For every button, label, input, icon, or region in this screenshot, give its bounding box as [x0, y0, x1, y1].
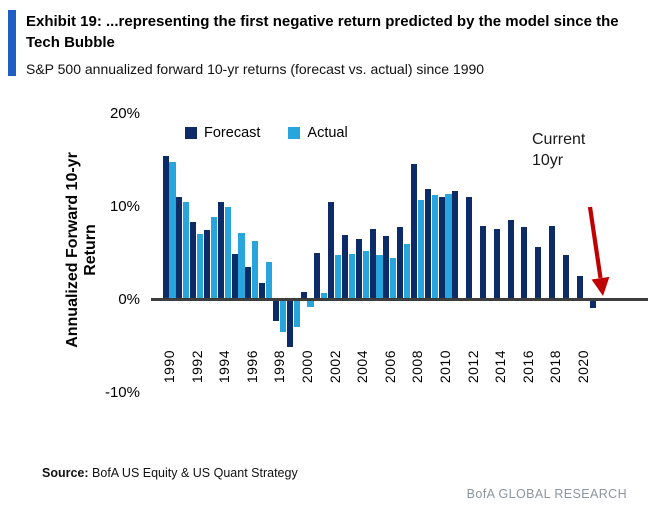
y-tick-0: 0%: [118, 291, 140, 308]
legend-item-forecast: Forecast: [185, 125, 260, 141]
y-axis-label-line1: Annualized Forward 10-yr: [64, 152, 81, 348]
x-tick-2008: 2008: [409, 350, 426, 384]
bar-forecast-2005: [369, 229, 376, 300]
x-tick-2016: 2016: [519, 350, 536, 384]
bar-forecast-2007: [397, 227, 404, 300]
bar-actual-1997: [266, 261, 273, 300]
x-tick-2012: 2012: [464, 350, 481, 384]
bar-forecast-2016: [521, 226, 528, 300]
x-tick-1996: 1996: [243, 350, 260, 384]
x-tick-1998: 1998: [271, 350, 288, 384]
bar-forecast-2012: [466, 196, 473, 300]
bar-forecast-2000: [300, 291, 307, 300]
x-tick-1990: 1990: [161, 350, 178, 384]
bar-actual-2000: [307, 300, 314, 308]
x-tick-2020: 2020: [575, 350, 592, 384]
bar-forecast-2021: [590, 300, 597, 309]
y-tick-20: 20%: [109, 105, 140, 122]
annotation-line2: 10yr: [532, 152, 564, 169]
bar-actual-1996: [252, 241, 259, 300]
bar-actual-2006: [390, 258, 397, 300]
bar-actual-1992: [197, 233, 204, 300]
x-tick-2006: 2006: [381, 350, 398, 384]
source-text: BofA US Equity & US Quant Strategy: [92, 466, 298, 480]
bar-forecast-2002: [328, 202, 335, 300]
x-tick-2010: 2010: [437, 350, 454, 384]
x-tick-1992: 1992: [188, 350, 205, 384]
bar-forecast-1994: [217, 202, 224, 300]
bar-forecast-1996: [245, 266, 252, 300]
legend-item-actual: Actual: [288, 125, 348, 141]
y-axis-label: Annualized Forward 10-yr Return: [64, 130, 100, 370]
bar-forecast-2015: [507, 220, 514, 300]
bar-forecast-1998: [272, 300, 280, 322]
exhibit-accent-bar: [8, 10, 16, 76]
bar-forecast-1991: [176, 196, 183, 300]
x-tick-2004: 2004: [354, 350, 371, 384]
bar-actual-2009: [431, 194, 438, 300]
bar-forecast-2010: [438, 196, 445, 300]
bar-forecast-2009: [424, 189, 431, 300]
legend-label-actual: Actual: [307, 125, 348, 141]
bar-forecast-1999: [286, 300, 293, 347]
bar-actual-2010: [445, 193, 452, 300]
bar-forecast-1997: [259, 283, 266, 300]
bar-forecast-2004: [355, 238, 362, 300]
bar-actual-1993: [210, 217, 217, 300]
bar-actual-1991: [183, 202, 190, 300]
bar-actual-1999: [293, 300, 300, 327]
bar-forecast-2008: [410, 164, 418, 300]
y-tick--10: -10%: [104, 384, 140, 401]
bar-forecast-2011: [452, 191, 459, 300]
bar-forecast-2018: [548, 225, 556, 300]
x-tick-2018: 2018: [547, 350, 564, 384]
bar-forecast-2003: [341, 234, 349, 300]
bar-forecast-2001: [314, 252, 321, 300]
bar-forecast-2019: [562, 255, 569, 300]
source-line: Source: BofA US Equity & US Quant Strate…: [42, 466, 298, 480]
x-tick-1994: 1994: [216, 350, 233, 384]
bar-forecast-2006: [383, 235, 390, 300]
bar-actual-2007: [404, 244, 411, 300]
bar-actual-2005: [376, 255, 383, 300]
bar-actual-1990: [169, 162, 176, 300]
bar-actual-2001: [321, 293, 328, 300]
bar-actual-2002: [335, 255, 342, 300]
bar-forecast-2013: [479, 225, 487, 300]
forecast-swatch-icon: [185, 127, 197, 139]
y-tick-10: 10%: [109, 198, 140, 215]
bar-forecast-1995: [231, 254, 238, 300]
x-tick-2000: 2000: [299, 350, 316, 384]
bar-forecast-2014: [493, 229, 500, 300]
current-10yr-annotation: Current 10yr: [532, 129, 585, 171]
chart-subtitle: S&P 500 annualized forward 10-yr returns…: [26, 61, 485, 77]
source-label: Source:: [42, 466, 89, 480]
bar-actual-1998: [279, 300, 286, 332]
x-axis-line: [151, 298, 648, 302]
exhibit-title: Exhibit 19: ...representing the first ne…: [26, 13, 619, 51]
annotation-line1: Current: [532, 131, 586, 148]
bar-actual-2004: [362, 250, 369, 300]
legend-label-forecast: Forecast: [204, 125, 261, 141]
actual-swatch-icon: [288, 127, 301, 139]
bar-actual-2003: [348, 253, 355, 300]
x-tick-2002: 2002: [326, 350, 343, 384]
bar-forecast-2017: [535, 246, 542, 300]
x-tick-2014: 2014: [492, 350, 509, 384]
bar-forecast-1993: [203, 230, 211, 300]
bofa-global-research-brand: BofA GLOBAL RESEARCH: [466, 487, 627, 501]
bar-actual-2008: [417, 199, 424, 300]
bar-actual-1994: [224, 207, 231, 300]
y-axis-label-line2: Return: [82, 224, 99, 276]
bar-forecast-1990: [162, 155, 169, 300]
bar-forecast-2020: [576, 275, 583, 300]
bar-actual-1995: [238, 233, 245, 300]
bar-forecast-1992: [190, 221, 197, 300]
chart-legend: Forecast Actual: [185, 125, 348, 141]
